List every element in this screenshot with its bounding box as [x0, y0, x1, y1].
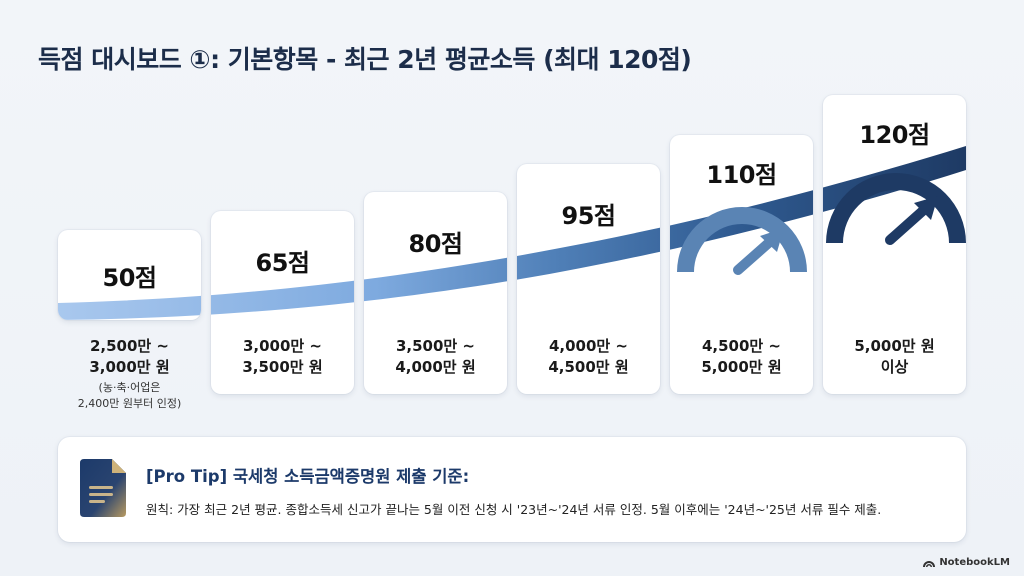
brand-label: NotebookLM — [939, 557, 1010, 568]
tier-income: 3,000만 ~ 3,500만 원 — [211, 336, 354, 378]
tier-score: 95점 — [561, 202, 616, 230]
tier-score: 110점 — [706, 161, 777, 189]
tier-income: 4,500만 ~ 5,000만 원 — [670, 336, 813, 378]
tier-note-line2: 2,400만 원부터 인정) — [77, 397, 182, 410]
tier-score: 50점 — [102, 264, 157, 292]
tier-income: 3,500만 ~ 4,000만 원 — [364, 336, 507, 378]
pro-tip-title: [Pro Tip] 국세청 소득금액증명원 제출 기준: — [146, 467, 470, 486]
tier-card-80: 80점 3,500만 ~ 4,000만 원 — [364, 192, 507, 394]
tier-income-line2: 3,000만 원 — [89, 358, 170, 376]
tier-income-line2: 4,500만 원 — [548, 358, 629, 376]
tier-card-50: 50점 — [58, 230, 201, 320]
notebooklm-logo-icon — [923, 561, 936, 567]
tier-note-line1: (농·축·어업은 — [98, 381, 161, 394]
tier-income-line1: 3,000만 ~ — [242, 337, 323, 355]
tier-income-line2: 5,000만 원 — [701, 358, 782, 376]
tier-income: 2,500만 ~ 3,000만 원 — [58, 336, 201, 378]
tier-income-line2: 4,000만 원 — [395, 358, 476, 376]
tier-score: 65점 — [255, 249, 310, 277]
tier-income: 4,000만 ~ 4,500만 원 — [517, 336, 660, 378]
tier-income-line1: 4,000만 ~ — [548, 337, 629, 355]
tier-card-65: 65점 3,000만 ~ 3,500만 원 — [211, 211, 354, 394]
tier-income: 5,000만 원 이상 — [823, 336, 966, 378]
tier-income-line2: 3,500만 원 — [242, 358, 323, 376]
tier-income-line2: 이상 — [880, 358, 909, 376]
tier-income-line1: 3,500만 ~ — [395, 337, 476, 355]
document-icon — [80, 459, 126, 517]
tier-score: 80점 — [408, 230, 463, 258]
tier-income-line1: 5,000만 원 — [854, 337, 935, 355]
page-title: 득점 대시보드 ①: 기본항목 - 최근 2년 평균소득 (최대 120점) — [38, 45, 692, 74]
tier-card-120: 120점 5,000만 원 이상 — [823, 95, 966, 394]
brand-watermark: NotebookLM — [923, 557, 1010, 568]
tier-score: 120점 — [859, 121, 930, 149]
tier-income-line1: 2,500만 ~ — [89, 337, 170, 355]
tier-note: (농·축·어업은 2,400만 원부터 인정) — [58, 380, 201, 412]
tier-card-110: 110점 4,500만 ~ 5,000만 원 — [670, 135, 813, 394]
tier-income-line1: 4,500만 ~ — [701, 337, 782, 355]
pro-tip-body: 원칙: 가장 최근 2년 평균. 종합소득세 신고가 끝나는 5월 이전 신청 … — [146, 502, 882, 517]
pro-tip-panel: [Pro Tip] 국세청 소득금액증명원 제출 기준: 원칙: 가장 최근 2… — [58, 437, 966, 542]
tier-card-95: 95점 4,000만 ~ 4,500만 원 — [517, 164, 660, 394]
